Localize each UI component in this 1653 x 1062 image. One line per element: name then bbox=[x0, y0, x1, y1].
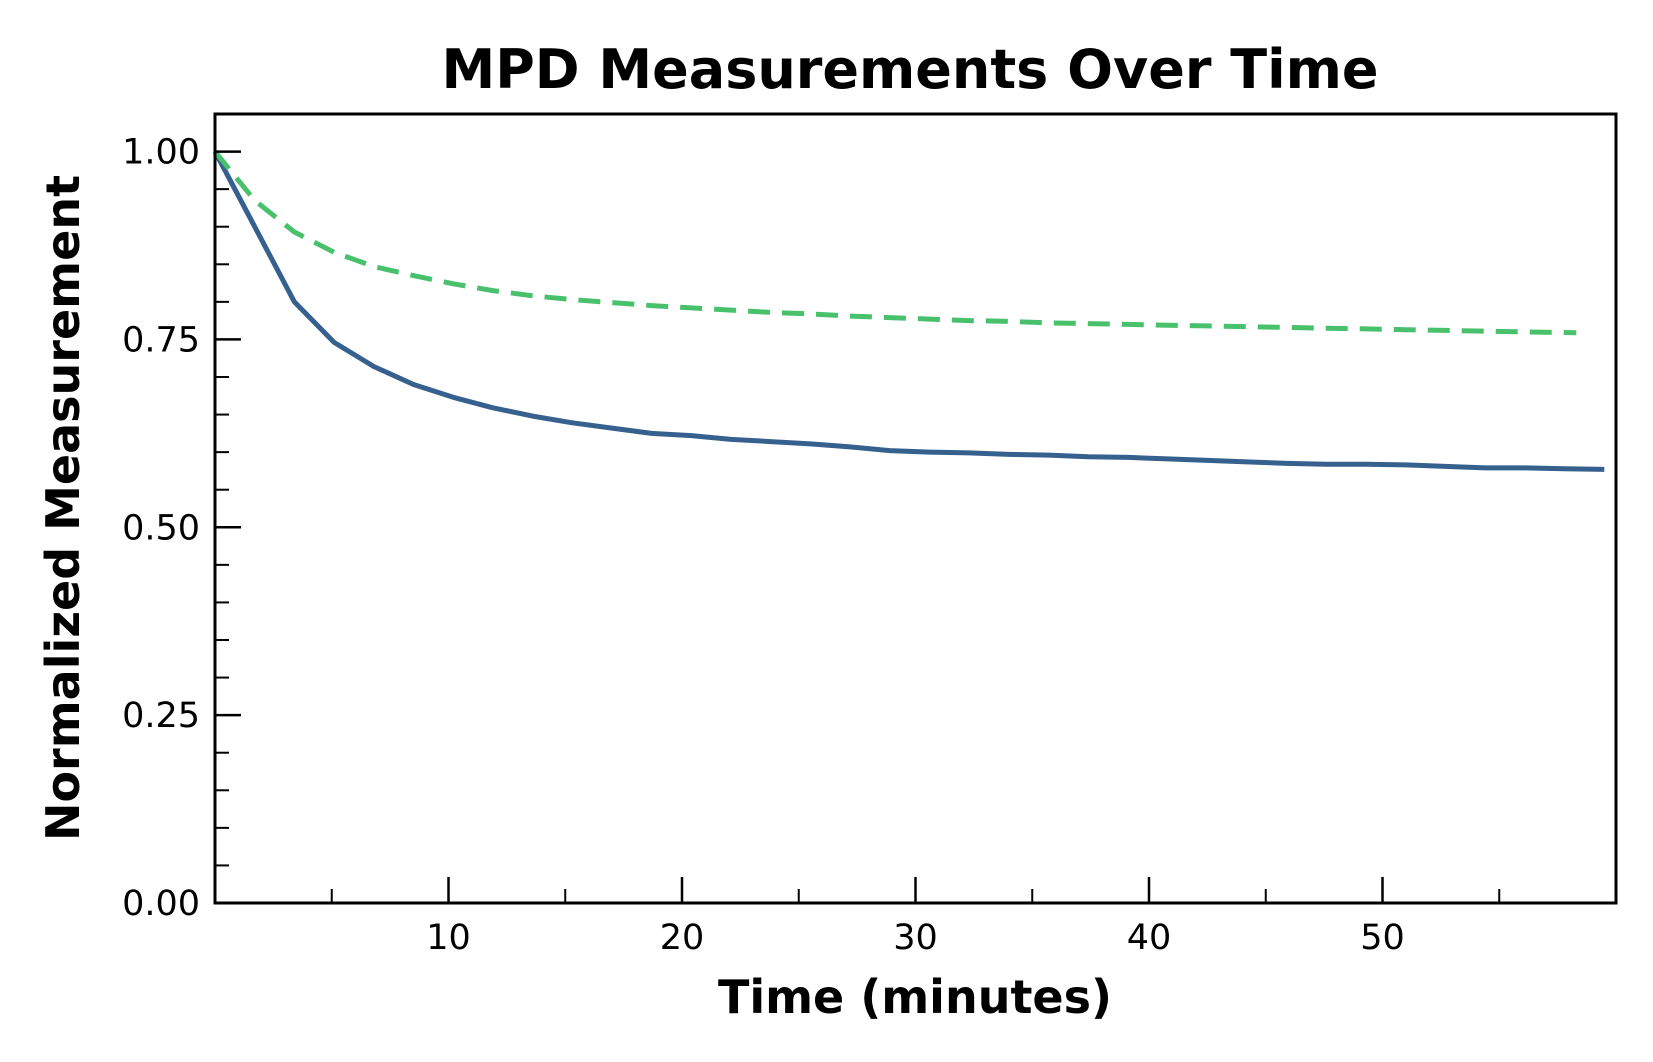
x-tick-label: 50 bbox=[1360, 918, 1405, 958]
y-ticks: 0.00 0.25 0.50 0.75 1.00 bbox=[122, 133, 241, 924]
y-tick-label: 0.75 bbox=[122, 320, 200, 360]
series-line-1 bbox=[212, 150, 1605, 472]
plot-frame bbox=[213, 112, 1618, 905]
x-ticks: 10 20 30 40 50 bbox=[330, 877, 1501, 958]
y-tick-label: 0.50 bbox=[122, 508, 200, 548]
series-line-2 bbox=[213, 150, 1577, 336]
x-axis-label: Time (minutes) bbox=[718, 970, 1112, 1024]
y-tick-label: 0.00 bbox=[122, 884, 200, 924]
y-tick-label: 0.25 bbox=[122, 696, 200, 736]
x-tick-label: 10 bbox=[426, 918, 471, 958]
y-axis-label: Normalized Measurement bbox=[36, 175, 90, 841]
x-tick-label: 20 bbox=[660, 918, 705, 958]
x-tick-label: 30 bbox=[893, 918, 938, 958]
series-layer bbox=[212, 150, 1605, 472]
chart-title: MPD Measurements Over Time bbox=[441, 38, 1378, 101]
x-tick-label: 40 bbox=[1127, 918, 1172, 958]
y-tick-label: 1.00 bbox=[122, 133, 200, 173]
